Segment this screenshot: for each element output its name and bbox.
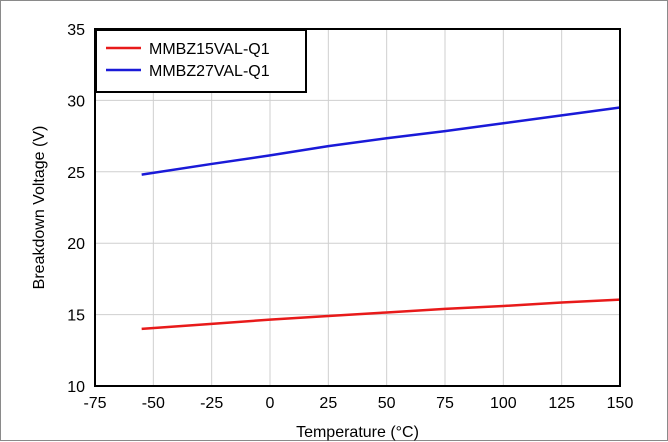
y-tick-label: 20 [67, 236, 85, 253]
y-tick-label: 15 [67, 308, 85, 325]
legend-box [95, 29, 307, 93]
x-tick-label: 125 [548, 395, 575, 412]
y-tick-label: 10 [67, 379, 85, 396]
legend-label: MMBZ15VAL-Q1 [149, 41, 270, 58]
x-tick-label: 25 [319, 395, 337, 412]
legend: MMBZ15VAL-Q1 MMBZ27VAL-Q1 [95, 29, 307, 93]
plot-area-border [94, 28, 621, 387]
x-tick-label: -75 [83, 395, 106, 412]
y-tick-label: 25 [67, 165, 85, 182]
series-lines [141, 106, 621, 331]
legend-label: MMBZ27VAL-Q1 [149, 63, 270, 80]
x-tick-label: 0 [266, 395, 275, 412]
x-axis-ticks: -75 -50 -25 0 25 50 75 100 125 150 [83, 395, 633, 412]
x-axis-label: Temperature (°C) [296, 424, 419, 441]
series-line-1 [141, 298, 621, 331]
x-tick-label: 150 [607, 395, 634, 412]
x-tick-label: -50 [142, 395, 165, 412]
series-line-2 [141, 106, 621, 176]
y-tick-label: 35 [67, 22, 85, 39]
y-tick-label: 30 [67, 93, 85, 110]
y-axis-ticks: 10 15 20 25 30 35 [67, 22, 85, 396]
x-tick-label: 100 [490, 395, 517, 412]
y-axis-label: Breakdown Voltage (V) [31, 126, 48, 290]
x-tick-label: 50 [378, 395, 396, 412]
x-tick-label: 75 [436, 395, 454, 412]
x-tick-label: -25 [200, 395, 223, 412]
